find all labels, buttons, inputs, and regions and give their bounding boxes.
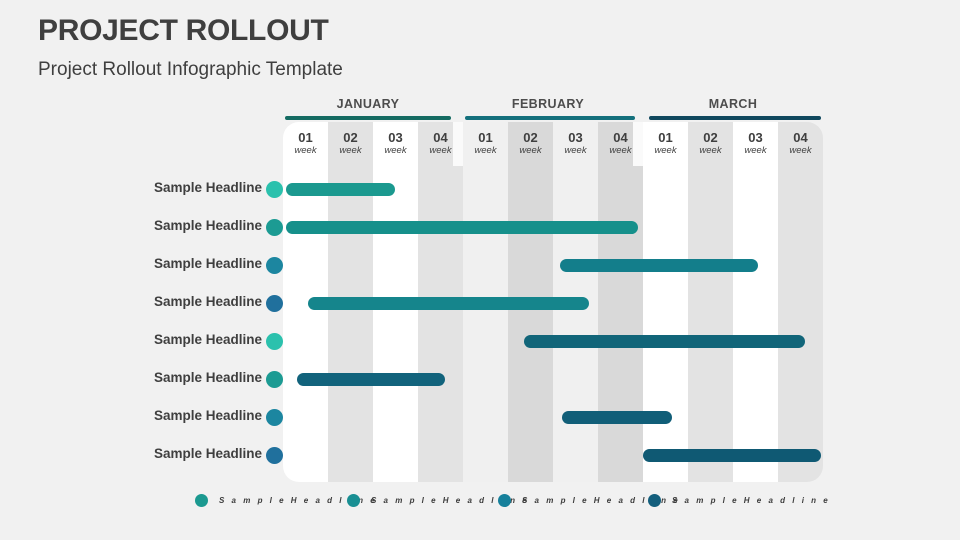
week-caption: week — [429, 145, 452, 156]
task-label: Sample Headline — [153, 180, 262, 195]
page-subtitle: Project Rollout Infographic Template — [38, 59, 343, 80]
task-bar — [559, 258, 758, 272]
legend-label: S a m p l e H e a d l i n e — [371, 495, 530, 505]
week-cell: 04 week — [778, 122, 823, 166]
task-row: Sample Headline — [0, 208, 960, 246]
week-cell: 04 week — [598, 122, 643, 166]
week-cell: 03 week — [373, 122, 418, 166]
month-header-march: MARCH — [708, 97, 758, 111]
week-stripe — [733, 122, 778, 482]
task-bar — [286, 182, 396, 196]
task-row: Sample Headline — [0, 322, 960, 360]
task-bar — [296, 372, 445, 386]
task-dot — [266, 218, 283, 236]
month-underline-january — [285, 116, 451, 120]
task-row: Sample Headline — [0, 284, 960, 322]
week-number: 01 — [658, 130, 673, 145]
week-cell: 03 week — [553, 122, 598, 166]
task-row: Sample Headline — [0, 246, 960, 284]
task-label: Sample Headline — [153, 408, 262, 423]
week-cell: 01 week — [463, 122, 508, 166]
month-underline-february — [465, 116, 635, 120]
month-underline-march — [649, 116, 821, 120]
month-separator — [633, 122, 643, 166]
week-number: 04 — [613, 130, 628, 145]
week-number: 03 — [748, 130, 763, 145]
task-row: Sample Headline — [0, 170, 960, 208]
month-separator — [453, 122, 463, 166]
task-row: Sample Headline — [0, 360, 960, 398]
task-label: Sample Headline — [153, 294, 262, 309]
task-dot — [266, 294, 283, 312]
week-cell: 01 week — [643, 122, 688, 166]
task-dot — [266, 332, 283, 350]
week-number: 01 — [298, 130, 313, 145]
task-label: Sample Headline — [153, 446, 262, 461]
week-caption: week — [384, 145, 407, 156]
week-caption: week — [519, 145, 542, 156]
legend: S a m p l e H e a d l i n e S a m p l e … — [0, 490, 960, 510]
week-cell: 02 week — [508, 122, 553, 166]
task-bar — [562, 410, 673, 424]
week-caption: week — [474, 145, 497, 156]
week-caption: week — [609, 145, 632, 156]
week-number: 02 — [343, 130, 358, 145]
task-dot — [266, 370, 283, 388]
legend-dot-icon — [347, 493, 360, 507]
week-caption: week — [339, 145, 362, 156]
week-caption: week — [294, 145, 317, 156]
legend-item: S a m p l e H e a d l i n e — [195, 490, 377, 510]
week-number: 04 — [433, 130, 448, 145]
task-label: Sample Headline — [153, 370, 262, 385]
task-row: Sample Headline — [0, 436, 960, 474]
task-label: Sample Headline — [153, 332, 262, 347]
week-number: 01 — [478, 130, 493, 145]
task-label: Sample Headline — [153, 218, 262, 233]
legend-dot-icon — [498, 493, 511, 507]
week-caption: week — [564, 145, 587, 156]
week-number: 03 — [388, 130, 403, 145]
legend-item: S a m p l e H e a d l i n e — [498, 490, 680, 510]
task-dot — [266, 180, 283, 198]
week-number: 02 — [523, 130, 538, 145]
task-label: Sample Headline — [153, 256, 262, 271]
week-caption: week — [654, 145, 677, 156]
page-title: PROJECT ROLLOUT — [38, 14, 329, 47]
legend-item: S a m p l e H e a d l i n e — [347, 490, 529, 510]
legend-label: S a m p l e H e a d l i n e — [672, 495, 831, 505]
task-dot — [266, 256, 283, 274]
week-cell: 02 week — [688, 122, 733, 166]
legend-label: S a m p l e H e a d l i n e — [522, 495, 681, 505]
task-bar — [523, 334, 805, 348]
task-dot — [266, 446, 283, 464]
week-number: 04 — [793, 130, 808, 145]
task-bar — [286, 220, 639, 234]
task-row: Sample Headline — [0, 398, 960, 436]
legend-dot-icon — [195, 493, 208, 507]
week-number: 02 — [703, 130, 718, 145]
week-caption: week — [744, 145, 767, 156]
week-cell: 03 week — [733, 122, 778, 166]
task-bar — [307, 296, 589, 310]
week-caption: week — [699, 145, 722, 156]
legend-item: S a m p l e H e a d l i n e — [648, 490, 830, 510]
month-header-february: FEBRUARY — [511, 97, 585, 111]
legend-dot-icon — [648, 493, 661, 507]
week-cell: 01 week — [283, 122, 328, 166]
month-header-january: JANUARY — [336, 97, 400, 111]
legend-label: S a m p l e H e a d l i n e — [219, 495, 378, 505]
week-number: 03 — [568, 130, 583, 145]
week-stripe — [778, 122, 823, 482]
task-bar — [643, 448, 821, 462]
week-cell: 04 week — [418, 122, 463, 166]
week-cell: 02 week — [328, 122, 373, 166]
week-caption: week — [789, 145, 812, 156]
task-dot — [266, 408, 283, 426]
week-stripe — [688, 122, 733, 482]
